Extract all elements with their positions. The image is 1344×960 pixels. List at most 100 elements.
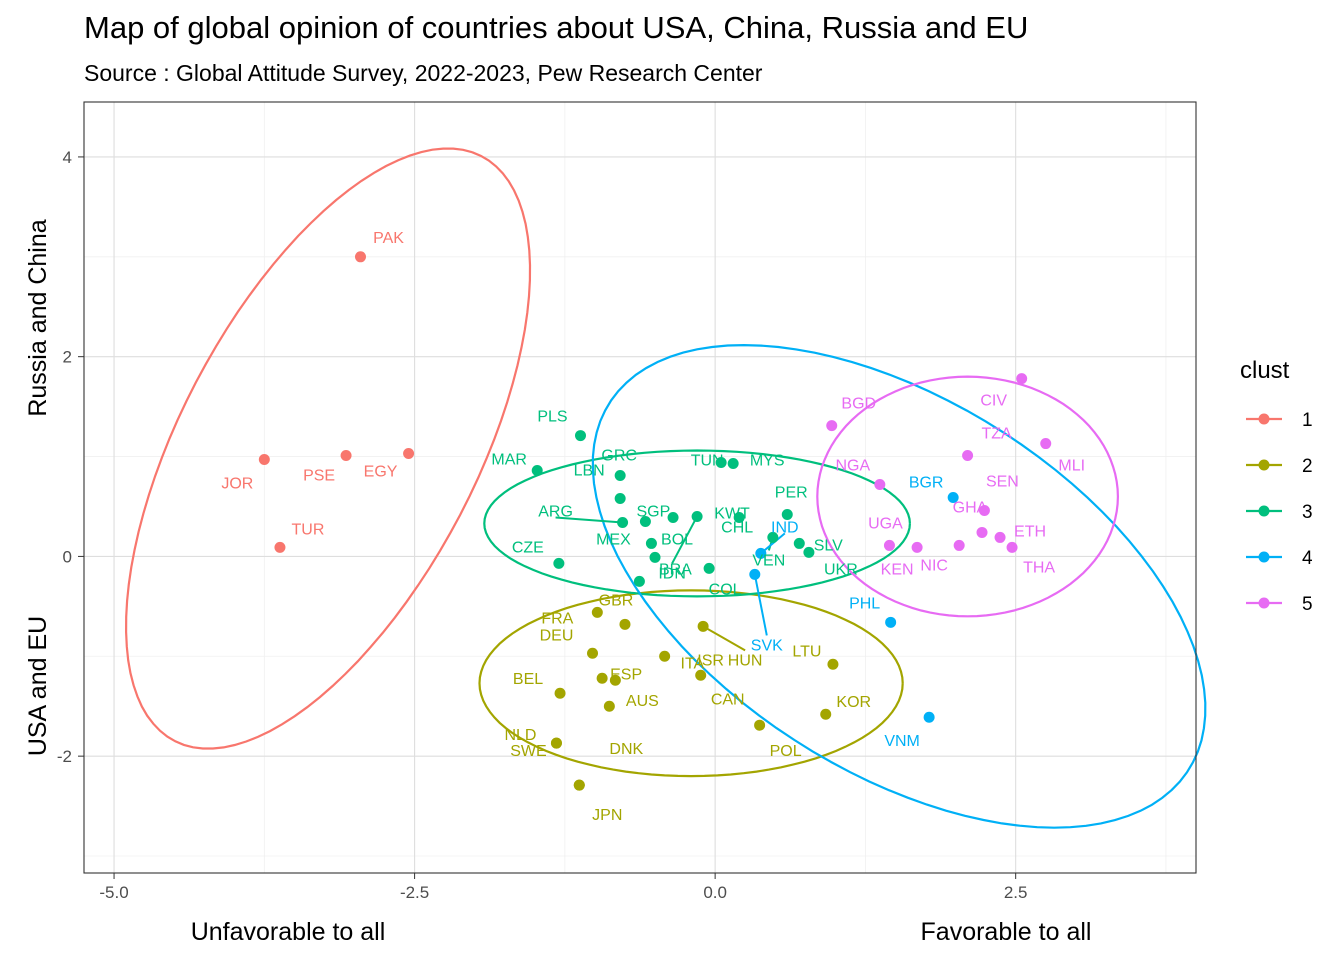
point-sgp	[639, 515, 651, 527]
point-pse	[340, 450, 352, 462]
point-jor	[258, 454, 270, 466]
point-label-col: COL	[709, 581, 742, 598]
cluster-ellipse-5	[816, 375, 1119, 618]
y-axis-title-top: Russia and China	[24, 219, 52, 416]
data-points	[258, 251, 1052, 791]
point-hun	[697, 620, 709, 632]
point-label-sen: SEN	[986, 473, 1019, 490]
cluster-ellipse-1	[124, 147, 532, 750]
legend-key-point-5	[1258, 597, 1270, 609]
point-deu	[587, 647, 599, 659]
legend-key-point-1	[1258, 413, 1270, 425]
point-label-pse: PSE	[303, 468, 335, 485]
point-nic	[953, 539, 965, 551]
point-esp	[596, 672, 608, 684]
point-label-chl: CHL	[721, 519, 753, 536]
point-sen	[978, 504, 990, 516]
point-mys	[727, 458, 739, 470]
cluster-ellipse-3	[483, 449, 911, 598]
point-label-ven: VEN	[752, 552, 785, 569]
point-label-eth: ETH	[1014, 523, 1046, 540]
axes: -5.0 -2.5 0.0 2.5 -2 0 2 4 Unfavorable to all Fav…	[24, 148, 1091, 946]
point-label-civ: CIV	[980, 393, 1007, 410]
plot-panel-border	[83, 101, 1197, 874]
point-label-svk: SVK	[751, 637, 783, 654]
point-vnm	[923, 711, 935, 723]
point-nga	[874, 479, 886, 491]
point-label-per: PER	[775, 484, 808, 501]
point-label-bol: BOL	[661, 531, 693, 548]
cluster-ellipses	[124, 147, 1207, 829]
point-col	[703, 562, 715, 574]
point-label-mli: MLI	[1058, 458, 1085, 475]
point-lbn	[614, 492, 626, 504]
point-egy	[403, 448, 415, 460]
label-segment-hun	[702, 625, 746, 652]
point-eth	[994, 531, 1006, 543]
plot-background	[84, 102, 1196, 873]
point-isr	[659, 650, 671, 662]
point-label-bgd: BGD	[841, 396, 876, 413]
x-tick-label: 0.0	[703, 883, 727, 902]
label-segments	[555, 515, 786, 652]
point-label-mys: MYS	[750, 453, 785, 470]
point-arg	[617, 516, 629, 528]
point-mar	[531, 465, 543, 477]
point-label-deu: DEU	[540, 627, 574, 644]
point-label-kor: KOR	[836, 694, 871, 711]
legend-title: clust	[1240, 357, 1290, 384]
point-ltu	[827, 658, 839, 670]
point-per	[781, 508, 793, 520]
cluster-ellipse-2	[478, 589, 904, 778]
x-tick-label: -2.5	[400, 883, 429, 902]
point-bra	[633, 575, 645, 587]
x-tick-label: 2.5	[1004, 883, 1028, 902]
point-gha	[976, 526, 988, 538]
point-chl	[733, 511, 745, 523]
point-label-phl: PHL	[849, 595, 880, 612]
point-label-nld: NLD	[504, 727, 536, 744]
legend-key-point-3	[1258, 505, 1270, 517]
point-uga	[883, 539, 895, 551]
point-can	[695, 669, 707, 681]
y-axis-title-bottom: USA and EU	[24, 616, 52, 756]
point-label-ind: IND	[771, 519, 799, 536]
point-label-tha: THA	[1023, 559, 1055, 576]
point-tun	[715, 457, 727, 469]
point-label-bra: BRA	[659, 561, 692, 578]
chart-title: Map of global opinion of countries about…	[84, 10, 1029, 45]
point-tha	[1006, 541, 1018, 553]
y-tick-label: 2	[63, 348, 72, 367]
legend-label-4: 4	[1302, 548, 1313, 569]
point-swe	[550, 737, 562, 749]
point-ita	[609, 674, 621, 686]
legend-key-point-4	[1258, 551, 1270, 563]
point-label-pol: POL	[770, 743, 802, 760]
point-label-idn: IDN	[658, 565, 686, 582]
point-label-ukr: UKR	[824, 561, 858, 578]
point-label-gha: GHA	[953, 499, 988, 516]
point-civ	[1016, 373, 1028, 385]
point-tza	[962, 450, 974, 462]
point-label-can: CAN	[711, 691, 745, 708]
point-ind	[755, 547, 767, 559]
x-axis-title-left: Unfavorable to all	[191, 918, 386, 946]
point-cze	[553, 557, 565, 569]
point-phl	[885, 616, 897, 628]
label-segment-arg	[555, 516, 623, 524]
point-label-tun: TUN	[691, 453, 724, 470]
legend-label-5: 5	[1302, 594, 1313, 615]
point-label-tza: TZA	[981, 426, 1012, 443]
point-ukr	[803, 546, 815, 558]
point-label-nic: NIC	[920, 557, 948, 574]
legend-key-point-2	[1258, 459, 1270, 471]
label-segment-idn	[671, 515, 698, 564]
point-label-arg: ARG	[538, 503, 573, 520]
point-ken	[911, 541, 923, 553]
point-label-egy: EGY	[364, 464, 398, 481]
point-label-cze: CZE	[512, 539, 544, 556]
point-label-tur: TUR	[292, 521, 325, 538]
point-mli	[1040, 438, 1052, 450]
point-label-pls: PLS	[537, 409, 567, 426]
